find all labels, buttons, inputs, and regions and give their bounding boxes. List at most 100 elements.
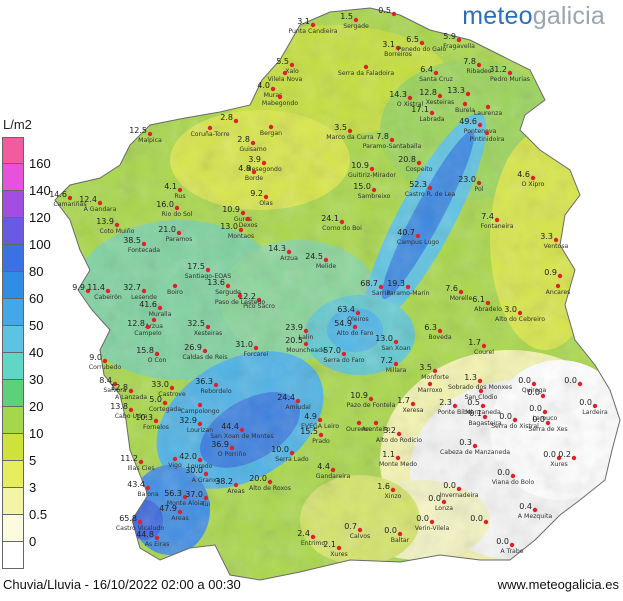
website-link[interactable]: www.meteogalicia.es [497, 577, 619, 592]
station-marker[interactable]: Campolongo [181, 402, 220, 415]
station-marker[interactable]: 10.9 Pazo de Fontela [347, 391, 396, 409]
station-marker[interactable]: 32.9 Lourizan [179, 416, 213, 434]
station-marker[interactable]: 15.0 Sambreixo [353, 182, 390, 200]
station-marker[interactable]: 20.0 Alto de Roxos [249, 474, 291, 492]
station-marker[interactable]: 14.3 Arzua [268, 244, 298, 262]
station-marker[interactable]: Mabegondo [262, 94, 298, 107]
station-marker[interactable]: 12.8 A Lanzada [110, 383, 147, 401]
station-marker[interactable]: 0.3 Cabeza de Manzaneda [440, 438, 510, 456]
station-marker[interactable]: 4.8 Borde [238, 164, 263, 182]
station-marker[interactable]: 13.8 Cabo Udra [110, 402, 147, 420]
station-marker[interactable]: 12.5 Malpica [129, 126, 162, 144]
station-marker[interactable]: 10.9 Guitiriz-Mirador [348, 161, 396, 179]
station-marker[interactable]: 10.0 Serra Lado [271, 445, 309, 463]
station-marker[interactable]: 0.0 Serra do Xistral [491, 412, 539, 430]
station-marker[interactable]: 7.8 Paramo-Santaballa [363, 132, 422, 150]
station-marker[interactable]: 24.5 Melide [305, 252, 336, 270]
station-marker[interactable]: 68.7 Sarria [360, 279, 390, 297]
station-marker[interactable]: 1.7 Courel [468, 338, 494, 356]
station-marker[interactable]: Ourense [346, 420, 372, 433]
station-marker[interactable]: 1.1 Monte Medo [379, 450, 417, 468]
station-marker[interactable]: Coruña-Torre [190, 125, 230, 138]
station-marker[interactable]: Ancares [546, 283, 571, 296]
station-marker[interactable]: 17.5 Santiago-EOAS [185, 262, 232, 280]
station-marker[interactable]: 6.5 Penedo do Galo [398, 35, 447, 53]
station-marker[interactable]: 19.3 Paramo-Marin [386, 279, 429, 297]
station-marker[interactable]: 13.0 Montaos [220, 222, 254, 240]
station-marker[interactable]: 24.1 Corno do Boi [321, 214, 362, 232]
station-marker[interactable]: 12.2 Pico Sacro [238, 292, 275, 310]
station-marker[interactable]: 37.0 Tui [185, 490, 210, 508]
station-marker[interactable]: 56.3 Monte Aloia [164, 489, 203, 507]
station-marker[interactable]: 3.9 Mesegondo [246, 155, 282, 173]
station-marker[interactable]: 14.6 Camariñas [49, 190, 86, 208]
station-marker[interactable]: 12.4 A Gandara [79, 195, 116, 213]
station-marker[interactable]: Vigo [168, 456, 182, 469]
station-marker[interactable]: 4.6 O Xipro [517, 170, 544, 188]
station-marker[interactable]: 7.4 Fontaneira [480, 212, 513, 230]
station-marker[interactable]: 13.0 San Xoan [375, 334, 411, 352]
station-marker[interactable]: 52.3 Castro R. de Lea [405, 180, 456, 198]
station-marker[interactable]: 40.7 Campus Lugo [397, 228, 439, 246]
station-marker[interactable]: Bergan [260, 124, 282, 137]
station-marker[interactable]: 15.8 O Con [136, 346, 166, 364]
station-marker[interactable]: 3.1 Punta Candieira [288, 17, 337, 35]
station-marker[interactable]: 7.2 Millara [380, 356, 406, 374]
station-marker[interactable]: 5.9 Fragavella [443, 32, 475, 50]
station-marker[interactable]: 65.8 Castro Vicaludo [116, 514, 164, 532]
station-marker[interactable]: 3.1 Borreiros [382, 40, 412, 58]
station-marker[interactable]: Arenteiro [362, 420, 391, 433]
station-marker[interactable]: 12.8 Xesteiras [419, 88, 454, 106]
station-marker[interactable]: 14.3 O Xistral [389, 90, 423, 108]
station-marker[interactable]: 17.1 Labrada [411, 105, 445, 123]
station-marker[interactable]: 0.0 Invernadeira [439, 481, 478, 499]
station-marker[interactable]: 30.0 A Granxa [185, 466, 220, 484]
station-marker[interactable]: 6.1 Abradelo [472, 295, 502, 313]
station-marker[interactable]: 6.4 Santa Cruz [419, 65, 453, 83]
station-marker[interactable]: 1.5 Sergade [340, 12, 369, 30]
station-marker[interactable]: 0.0 A Trabe [496, 537, 523, 555]
station-marker[interactable]: 2.8 Guisamo [237, 135, 267, 153]
station-marker[interactable]: San Clodio [465, 388, 498, 401]
station-marker[interactable]: 3.2 Alto do Rodicio [376, 426, 422, 444]
station-marker[interactable]: 7.8 Ribadeo [463, 57, 492, 75]
station-marker[interactable]: 0.4 A Mezquita [518, 502, 553, 520]
station-marker[interactable]: 5.0 Cortegada [149, 395, 182, 413]
station-marker[interactable]: 16.0 Rio do Sol [156, 200, 193, 218]
station-marker[interactable]: 41.6 Muralla [139, 300, 171, 318]
station-marker[interactable]: 9.0 Corrubedo [89, 353, 122, 371]
station-marker[interactable]: 0.9 [544, 268, 563, 279]
station-marker[interactable]: 2.1 Xures [323, 540, 348, 558]
station-marker[interactable]: 1.3 Sobrado dos Monxes [448, 373, 512, 391]
station-marker[interactable]: 20.8 Cospeito [398, 155, 433, 173]
station-marker[interactable]: 31.0 Forcarei [235, 340, 268, 358]
station-marker[interactable]: 38.5 Fontecada [123, 236, 160, 254]
station-marker[interactable]: 13.3 [447, 86, 471, 97]
station-marker[interactable]: 8.4 Salvora [99, 376, 127, 394]
station-marker[interactable]: 3.3 Ventosa [540, 232, 568, 250]
station-marker[interactable]: Burela [455, 101, 475, 114]
station-marker[interactable]: 23.9 Lalin [285, 323, 313, 341]
station-marker[interactable]: 2.4 Entrimo [297, 529, 325, 547]
station-marker[interactable]: 0.5 Manzaneda [465, 398, 501, 416]
station-marker[interactable]: 36.3 Rebordelo [195, 377, 232, 395]
station-marker[interactable]: Marroxo [418, 381, 443, 394]
station-marker[interactable]: 1.6 Xinzo [377, 482, 401, 500]
station-marker[interactable]: 26.9 Caldas de Reis [182, 343, 227, 361]
station-marker[interactable]: 9.2 Olas [250, 189, 273, 207]
station-marker[interactable]: 24.4 Amiudal [277, 393, 311, 411]
station-marker[interactable]: 7.6 Morelle [445, 284, 472, 302]
station-marker[interactable]: 10.9 Gures [222, 205, 252, 223]
station-marker[interactable]: 9.9 [72, 283, 91, 294]
station-marker[interactable]: 42.0 Louredo [179, 452, 213, 470]
station-marker[interactable]: 4.4 Gandareira [316, 462, 351, 480]
station-marker[interactable]: 0.1 Bagasteira [468, 409, 501, 427]
station-marker[interactable]: 0.0 Xures [543, 450, 568, 468]
station-marker[interactable]: 23.0 Pol [458, 175, 484, 193]
station-marker[interactable]: 36.9 O Porriño [211, 440, 246, 458]
station-marker[interactable]: 6.3 Boveda [424, 323, 452, 341]
station-marker[interactable]: 47.9 Areas [159, 504, 189, 522]
station-marker[interactable]: 3.0 Alto do Cebreiro [495, 305, 545, 323]
station-marker[interactable]: Vilela Nova [268, 70, 303, 83]
